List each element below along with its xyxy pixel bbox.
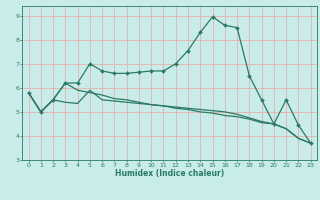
X-axis label: Humidex (Indice chaleur): Humidex (Indice chaleur) [115, 169, 224, 178]
